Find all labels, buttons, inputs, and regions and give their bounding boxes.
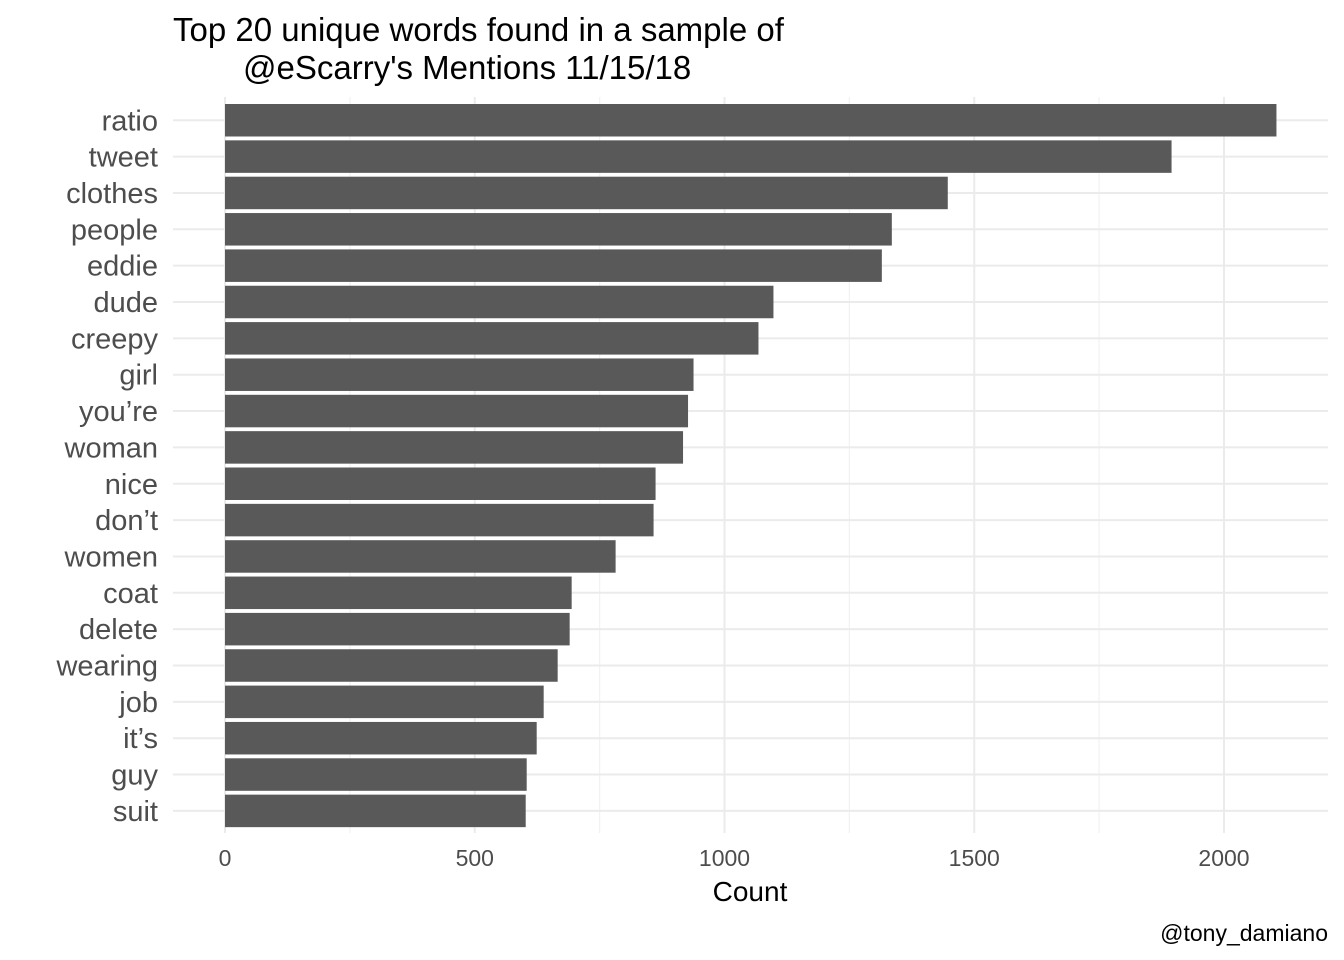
y-tick-label: ratio (102, 105, 158, 137)
x-tick-label: 1500 (949, 845, 1000, 871)
y-tick-label: coat (103, 578, 158, 610)
bar-creepy (225, 322, 759, 355)
bar-clothes (225, 176, 948, 210)
y-tick-label: don’t (95, 505, 158, 537)
bar-ratio (225, 104, 1277, 137)
bar-women (225, 540, 616, 573)
x-tick-label: 0 (219, 845, 232, 871)
y-tick-label: clothes (66, 178, 158, 210)
bar-tweet (225, 140, 1172, 173)
bar-job (225, 685, 544, 719)
bar-suit (225, 794, 526, 828)
x-axis-tick-labels: 0 500 1000 1500 2000 (219, 845, 1250, 871)
y-tick-label: creepy (71, 323, 159, 355)
chart-caption: @tony_damiano (1160, 920, 1328, 946)
bar-don-t (225, 503, 654, 537)
bar-wearing (225, 649, 558, 682)
x-tick-label: 500 (456, 845, 494, 871)
y-tick-label: you’re (79, 396, 158, 428)
x-tick-label: 2000 (1198, 845, 1249, 871)
y-tick-label: wearing (55, 651, 158, 683)
x-axis-title: Count (713, 876, 788, 907)
y-tick-label: girl (119, 360, 158, 392)
y-tick-label: suit (113, 796, 158, 828)
y-tick-label: eddie (87, 251, 158, 283)
y-tick-label: tweet (89, 142, 158, 174)
y-tick-label: woman (64, 432, 159, 464)
y-axis-tick-labels: ratio tweet clothes people eddie dude creepy gi… (55, 105, 158, 828)
bar-eddie (225, 249, 882, 282)
y-tick-label: dude (93, 287, 158, 319)
y-tick-label: nice (105, 469, 158, 501)
bar-nice (225, 467, 656, 500)
bar-coat (225, 576, 572, 610)
y-tick-label: guy (111, 760, 158, 792)
bar-girl (225, 358, 694, 391)
bar-it-s (225, 721, 537, 755)
y-tick-label: delete (79, 614, 158, 646)
bar-delete (225, 612, 570, 646)
y-tick-label: people (71, 214, 158, 246)
bars (225, 104, 1277, 828)
y-tick-label: job (118, 687, 158, 719)
bar-guy (225, 758, 527, 791)
bar-woman (225, 431, 684, 464)
y-tick-label: it’s (123, 723, 158, 755)
bar-people (225, 213, 892, 246)
x-tick-label: 1000 (699, 845, 750, 871)
chart-title-line-1: Top 20 unique words found in a sample of (173, 11, 785, 48)
chart-title: Top 20 unique words found in a sample of… (173, 11, 785, 86)
bar-dude (225, 285, 774, 319)
chart-title-line-2: @eScarry's Mentions 11/15/18 (243, 49, 691, 86)
y-tick-label: women (64, 541, 159, 573)
bar-you-re (225, 394, 689, 428)
